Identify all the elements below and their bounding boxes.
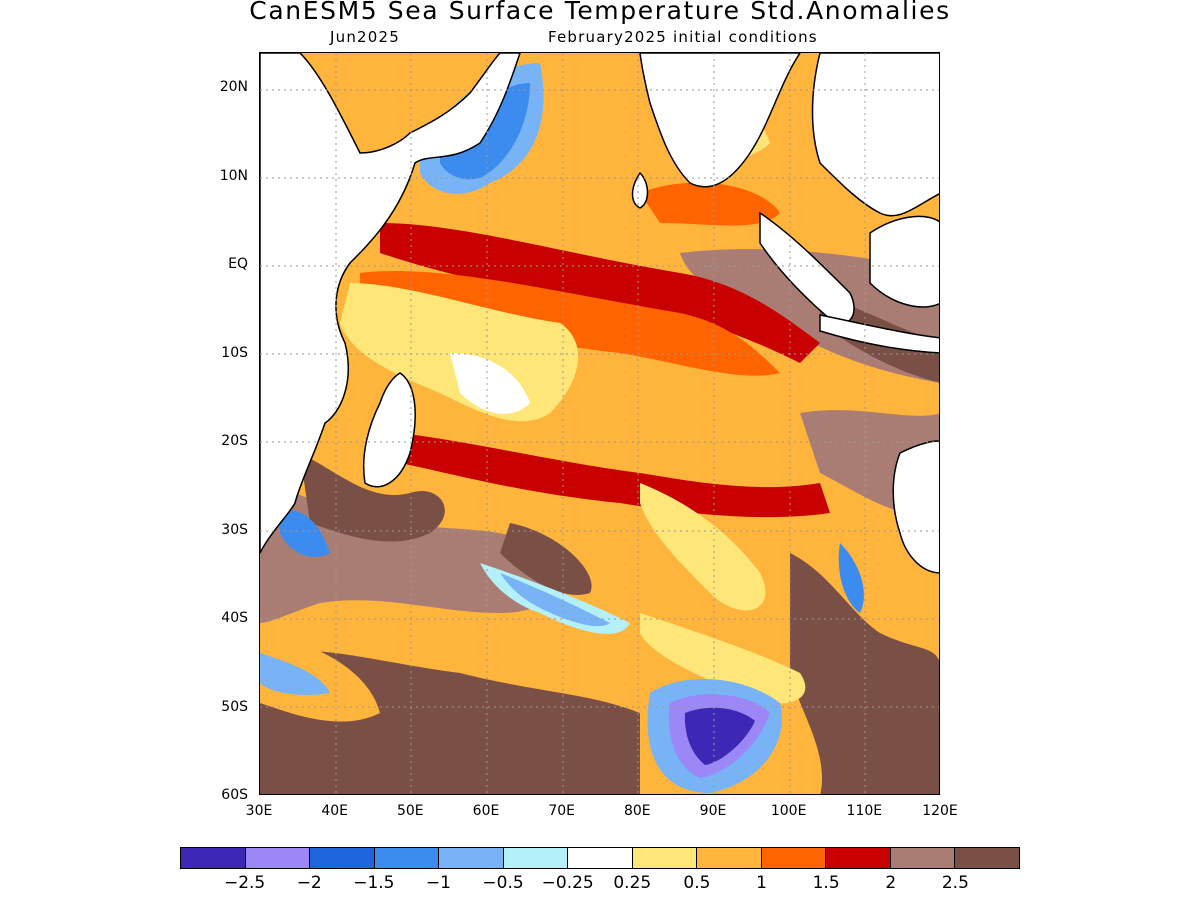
lat-tick-label: 30S bbox=[221, 521, 248, 538]
lon-tick-label: 70E bbox=[548, 803, 575, 819]
lat-tick-label: 50S bbox=[221, 698, 248, 715]
colorbar-swatch bbox=[697, 848, 762, 868]
colorbar-swatch bbox=[181, 848, 246, 868]
anomaly-region bbox=[380, 223, 820, 363]
anomaly-region bbox=[838, 543, 864, 613]
colorbar-tick-label: 0.5 bbox=[683, 873, 711, 893]
anomaly-region bbox=[640, 182, 780, 226]
lat-tick-label: 10N bbox=[219, 167, 248, 184]
lon-tick-label: 30E bbox=[245, 803, 273, 819]
colorbar-tick-label: −0.25 bbox=[541, 873, 594, 893]
anomaly-region bbox=[450, 353, 530, 414]
land bbox=[260, 53, 939, 574]
lat-tick-label: 60S bbox=[221, 787, 248, 803]
colorbar-swatch bbox=[374, 848, 440, 868]
initial-conditions-label: February2025 initial conditions bbox=[548, 28, 818, 46]
lat-tick-label: EQ bbox=[228, 256, 248, 273]
lon-tick-label: 60E bbox=[472, 803, 500, 819]
colorbar-tick-label: 1.5 bbox=[812, 873, 840, 893]
anomaly-region bbox=[260, 653, 330, 695]
colorbar-swatch bbox=[890, 848, 956, 868]
lon-tick-label: 100E bbox=[770, 803, 807, 819]
colorbar-tick-label: −2.5 bbox=[223, 873, 266, 893]
colorbar bbox=[180, 847, 1020, 869]
anomaly-region bbox=[500, 573, 610, 627]
anomaly-map bbox=[259, 52, 940, 795]
colorbar-swatch bbox=[503, 848, 569, 868]
madagascar bbox=[362, 372, 416, 488]
colorbar-tick-label: 0.25 bbox=[613, 873, 652, 893]
colorbar-swatch bbox=[310, 848, 375, 868]
colorbar-tick-label: 2.5 bbox=[941, 873, 969, 893]
anomaly-region bbox=[400, 433, 830, 518]
anomaly-region bbox=[790, 553, 939, 794]
colorbar-tick-label: −1 bbox=[425, 873, 451, 893]
colorbar-swatch bbox=[568, 848, 633, 868]
colorbar-tick-label: −2 bbox=[296, 873, 322, 893]
anomaly-field bbox=[260, 63, 939, 794]
lon-tick-label: 90E bbox=[699, 803, 727, 819]
valid-month-label: Jun2025 bbox=[330, 28, 401, 46]
map-svg bbox=[260, 53, 939, 794]
colorbar-tick-label: 2 bbox=[885, 873, 897, 893]
anomaly-region bbox=[280, 510, 330, 557]
southeast-asia-landmass bbox=[811, 53, 939, 217]
colorbar-swatch bbox=[632, 848, 698, 868]
colorbar-tick-label: 1 bbox=[756, 873, 767, 893]
anomaly-region bbox=[360, 271, 780, 376]
lon-tick-label: 50E bbox=[396, 803, 424, 819]
colorbar-swatch bbox=[245, 848, 311, 868]
colorbar-swatch bbox=[761, 848, 827, 868]
borneo bbox=[869, 215, 939, 308]
anomaly-region bbox=[260, 633, 380, 722]
lat-tick-label: 40S bbox=[221, 610, 248, 627]
colorbar-swatch bbox=[826, 848, 891, 868]
lat-tick-label: 10S bbox=[221, 344, 248, 361]
java bbox=[819, 314, 939, 354]
graticule bbox=[260, 53, 939, 794]
colorbar-swatch bbox=[955, 848, 1019, 868]
india-landmass bbox=[639, 53, 801, 188]
australia bbox=[892, 440, 939, 574]
lon-tick-label: 120E bbox=[922, 803, 958, 819]
anomaly-region bbox=[684, 707, 755, 765]
lat-tick-label: 20N bbox=[219, 79, 248, 96]
anomaly-region bbox=[640, 613, 806, 704]
colorbar-tick-label: −0.5 bbox=[482, 873, 524, 893]
africa-arabia-landmass bbox=[260, 53, 521, 554]
map-title: CanESM5 Sea Surface Temperature Std.Anom… bbox=[249, 0, 951, 25]
lon-tick-label: 40E bbox=[321, 803, 348, 819]
lon-tick-label: 80E bbox=[623, 803, 651, 819]
anomaly-region bbox=[300, 453, 445, 542]
sri-lanka bbox=[631, 171, 649, 209]
lon-tick-label: 110E bbox=[846, 803, 883, 819]
sumatra bbox=[759, 211, 855, 325]
anomaly-region bbox=[500, 523, 592, 595]
anomaly-region bbox=[640, 483, 766, 611]
colorbar-swatch bbox=[439, 848, 504, 868]
lat-tick-label: 20S bbox=[221, 433, 248, 450]
colorbar-tick-label: −1.5 bbox=[353, 873, 395, 893]
